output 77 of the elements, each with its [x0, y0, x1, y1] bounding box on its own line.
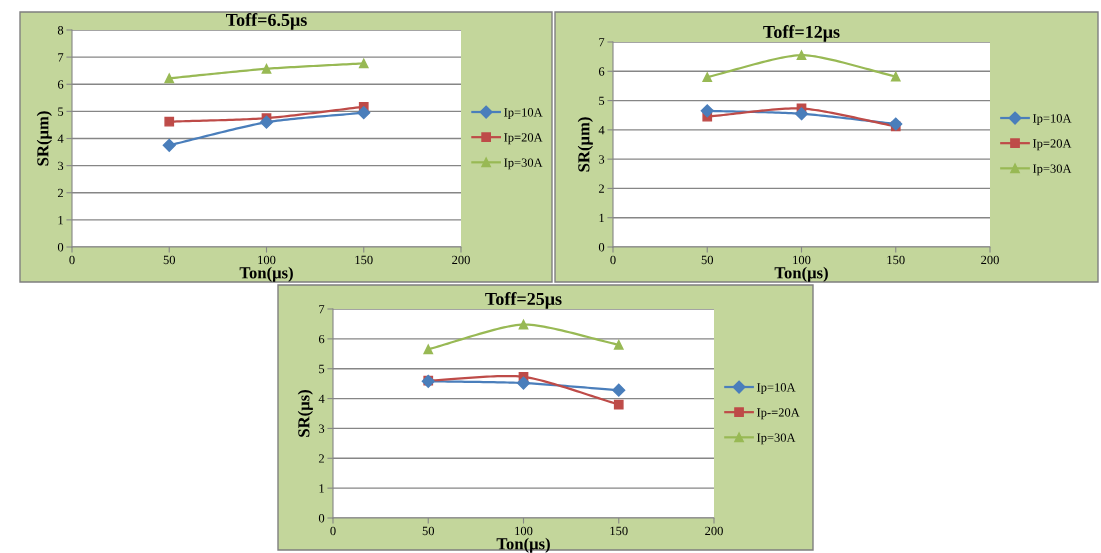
y-tick-label: 0	[57, 243, 64, 252]
x-tick-label: 150	[610, 526, 628, 536]
chart-title: Toff=25μs	[485, 292, 562, 309]
y-tick-label: 7	[319, 305, 325, 314]
x-tick-label: 50	[701, 255, 714, 265]
x-tick-label: 100	[515, 526, 533, 536]
point	[613, 399, 624, 410]
legend-label: Ip=30A	[504, 158, 543, 170]
x-tick-label: 0	[69, 255, 75, 265]
legend-label: Ip=10A	[757, 383, 796, 395]
x-tick-label: 0	[330, 526, 336, 536]
point	[164, 73, 175, 84]
y-tick-label: 2	[318, 454, 324, 463]
y-tick-label: 1	[599, 213, 604, 223]
point	[516, 376, 531, 390]
point	[423, 344, 434, 355]
legend-label: Ip=10A	[504, 108, 543, 120]
y-tick-label: 5	[319, 364, 325, 374]
y-tick-label: 4	[57, 134, 64, 143]
y-tick-label: 1	[319, 484, 324, 493]
x-tick-label: 100	[793, 255, 811, 265]
y-tick-label: 0	[318, 514, 325, 523]
y-tick-label: 0	[598, 243, 605, 252]
point	[612, 383, 626, 397]
y-tick-label: 5	[599, 96, 605, 106]
point	[261, 63, 272, 74]
point	[613, 339, 624, 350]
y-tick-label: 6	[318, 334, 325, 344]
point	[358, 58, 369, 69]
point	[794, 107, 809, 121]
x-tick-label: 200	[981, 255, 999, 265]
y-tick-label: 6	[57, 80, 64, 89]
legend-label: Ip-=20A	[757, 408, 800, 420]
point	[700, 104, 714, 118]
y-tick-label: 7	[58, 53, 64, 62]
point	[259, 115, 274, 129]
point	[164, 116, 175, 127]
legend-label: Ip=20A	[1032, 139, 1072, 151]
y-tick-label: 4	[598, 125, 605, 135]
y-tick-label: 1	[58, 215, 63, 225]
x-axis-title: Ton(μs)	[496, 537, 550, 553]
y-tick-label: 2	[57, 188, 63, 198]
point	[518, 319, 529, 330]
legend-label: Ip=30A	[757, 433, 796, 445]
legend-label: Ip=20A	[504, 133, 543, 145]
y-axis-title: SR(μm)	[36, 111, 52, 166]
y-tick-label: 4	[318, 394, 325, 403]
y-tick-label: 7	[599, 38, 605, 47]
x-tick-label: 150	[887, 255, 905, 265]
y-tick-label: 8	[57, 26, 64, 35]
y-tick-label: 6	[598, 67, 605, 76]
point	[357, 106, 371, 120]
y-tick-label: 3	[58, 161, 64, 171]
point	[796, 50, 807, 61]
x-tick-label: 0	[610, 255, 616, 265]
point	[702, 72, 713, 83]
y-tick-label: 5	[58, 107, 64, 116]
x-axis-title: Ton(μs)	[774, 266, 828, 282]
chart-title: Toff=6.5μs	[226, 13, 307, 30]
x-tick-label: 50	[422, 526, 435, 536]
x-tick-label: 150	[355, 255, 373, 265]
y-axis-title: SR(μs)	[297, 390, 313, 437]
legend-label: Ip=10A	[1032, 114, 1072, 126]
x-tick-label: 200	[452, 255, 470, 265]
x-axis-title: Ton(μs)	[239, 266, 293, 282]
y-tick-label: 2	[598, 184, 604, 193]
y-tick-label: 3	[599, 155, 605, 164]
point	[890, 71, 901, 82]
x-tick-label: 200	[705, 526, 723, 536]
point	[889, 117, 903, 131]
x-tick-label: 100	[258, 255, 276, 265]
y-tick-label: 3	[319, 424, 325, 433]
chart-title: Toff=12μs	[763, 25, 840, 42]
point	[162, 138, 176, 152]
x-tick-label: 50	[163, 255, 176, 265]
y-axis-title: SR(μm)	[577, 117, 593, 172]
legend-label: Ip=30A	[1032, 164, 1072, 176]
